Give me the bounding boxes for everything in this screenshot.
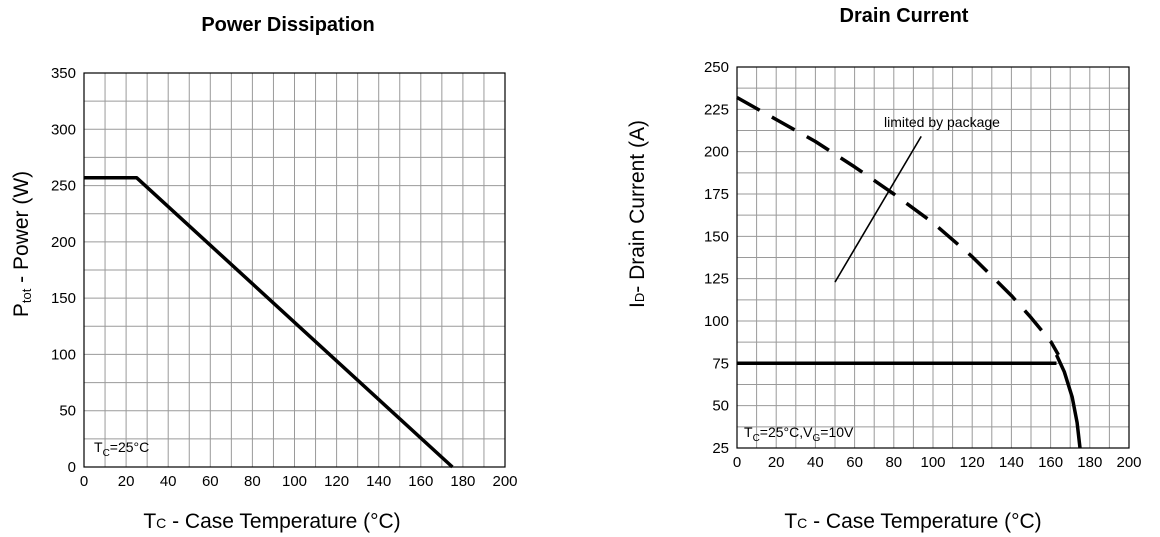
x-tick-label: 80 <box>244 473 261 490</box>
series-line-dashed <box>736 95 1060 356</box>
y-tick-label: 350 <box>51 65 76 82</box>
x-tick-label: 160 <box>408 473 433 490</box>
power-dissipation-chart: Power Dissipation 0 20 40 60 80 100 120 140 160 1… <box>10 14 518 533</box>
series-line <box>84 175 454 469</box>
series-lines <box>84 175 454 469</box>
chart-title: Drain Current <box>840 5 969 27</box>
y-tick-label: 225 <box>704 101 729 118</box>
y-tick-label: 150 <box>704 228 729 245</box>
x-tick-label: 200 <box>1116 454 1141 471</box>
x-tick-label: 0 <box>733 454 741 471</box>
x-tick-label: 60 <box>846 454 863 471</box>
x-axis-label: TC - Case Temperature (°C) <box>784 510 1041 533</box>
y-tick-label: 175 <box>704 186 729 203</box>
y-tick-label: 250 <box>51 178 76 195</box>
y-tick-label: 0 <box>68 459 76 476</box>
y-axis-label: Ptot - Power (W) <box>10 171 34 317</box>
tick-labels: 0 20 40 60 80 100 120 140 160 180 200 0 50 100 150 200 2… <box>51 65 518 490</box>
y-tick-label: 200 <box>704 144 729 161</box>
y-tick-label: 250 <box>704 59 729 76</box>
y-tick-label: 50 <box>712 398 729 415</box>
x-tick-label: 120 <box>960 454 985 471</box>
x-tick-label: 120 <box>324 473 349 490</box>
y-tick-label: 200 <box>51 234 76 251</box>
tick-labels: 0 20 40 60 80 100 120 140 160 180 200 25 50 75 100 125 1… <box>704 59 1142 471</box>
x-tick-label: 100 <box>282 473 307 490</box>
x-tick-label: 100 <box>920 454 945 471</box>
y-tick-label: 50 <box>59 403 76 420</box>
series-lines <box>736 95 1082 449</box>
x-tick-label: 180 <box>450 473 475 490</box>
grid-lines <box>84 73 505 467</box>
x-tick-label: 40 <box>807 454 824 471</box>
y-tick-label: 25 <box>712 440 729 457</box>
x-tick-label: 20 <box>118 473 135 490</box>
x-tick-label: 60 <box>202 473 219 490</box>
series-line <box>1054 354 1082 449</box>
limited-by-package-label: limited by package <box>884 114 1000 130</box>
chart-title: Power Dissipation <box>201 14 374 36</box>
y-axis-label: ID- Drain Current (A) <box>626 120 649 308</box>
y-tick-label: 150 <box>51 290 76 307</box>
y-tick-label: 100 <box>704 313 729 330</box>
condition-annotation: TC=25°C,VG=10V <box>744 424 854 444</box>
condition-annotation: TC=25°C <box>94 439 149 459</box>
x-tick-label: 160 <box>1038 454 1063 471</box>
x-tick-label: 200 <box>492 473 517 490</box>
x-tick-label: 20 <box>768 454 785 471</box>
y-tick-label: 300 <box>51 121 76 138</box>
x-tick-label: 140 <box>366 473 391 490</box>
package-limit-pointer-line <box>834 135 922 283</box>
y-tick-label: 75 <box>712 355 729 372</box>
x-tick-label: 80 <box>885 454 902 471</box>
x-tick-label: 0 <box>80 473 88 490</box>
x-tick-label: 180 <box>1077 454 1102 471</box>
plot-frame <box>736 66 1130 449</box>
drain-current-chart: Drain Current 0 20 40 60 80 100 120 140 160 180 20… <box>626 5 1142 533</box>
x-tick-label: 40 <box>160 473 177 490</box>
x-axis-label: TC - Case Temperature (°C) <box>143 510 400 533</box>
x-tick-label: 140 <box>999 454 1024 471</box>
y-tick-label: 125 <box>704 271 729 288</box>
plot-frame <box>83 72 506 468</box>
y-tick-label: 100 <box>51 346 76 363</box>
